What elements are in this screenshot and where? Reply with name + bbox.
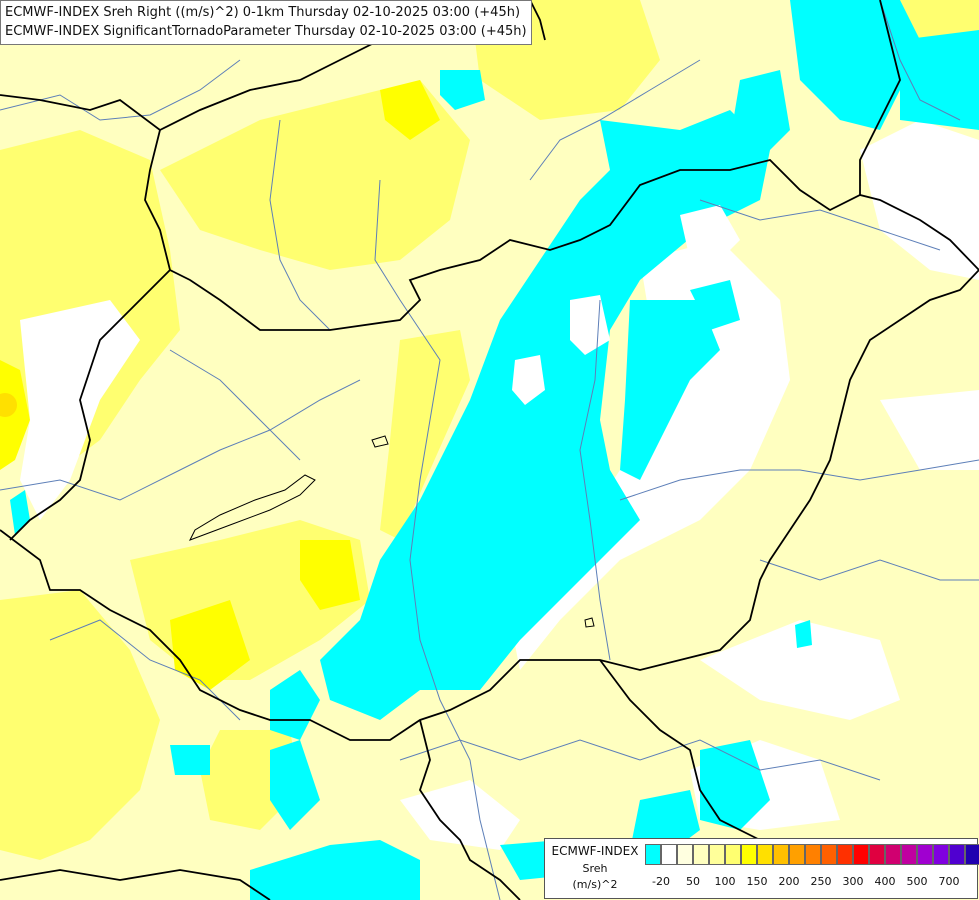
- legend-variable: Sreh: [582, 862, 608, 875]
- legend-unit: (m/s)^2: [572, 878, 618, 891]
- legend-swatch: [805, 844, 821, 865]
- legend-swatch: [725, 844, 741, 865]
- legend-swatch: [869, 844, 885, 865]
- legend-tick-label: 100: [714, 875, 736, 888]
- legend-swatch: [965, 844, 979, 865]
- legend-swatch: [837, 844, 853, 865]
- legend-swatch: [901, 844, 917, 865]
- map-title-box: ECMWF-INDEX Sreh Right ((m/s)^2) 0-1km T…: [0, 0, 532, 45]
- legend-swatch: [885, 844, 901, 865]
- legend-swatch: [789, 844, 805, 865]
- legend-swatch: [741, 844, 757, 865]
- legend-tick-label: 150: [746, 875, 768, 888]
- legend-ticks: -20 50 100 150 200 250 300 400 500 700: [645, 875, 975, 891]
- legend-swatch: [693, 844, 709, 865]
- legend-swatch: [917, 844, 933, 865]
- white-islands: [512, 205, 740, 405]
- orange-spot: [0, 393, 17, 417]
- bright-yellow-fields: [0, 80, 440, 690]
- legend-tick-label: 500: [906, 875, 928, 888]
- legend-swatch: [757, 844, 773, 865]
- lakes: [188, 435, 595, 628]
- legend-swatch: [661, 844, 677, 865]
- legend-tick-label: 50: [686, 875, 700, 888]
- legend-swatch: [853, 844, 869, 865]
- color-legend: ECMWF-INDEX Sreh (m/s)^2 -20 50 100 150 200 2…: [544, 838, 979, 899]
- legend-swatch: [821, 844, 837, 865]
- legend-tick-label: 300: [842, 875, 864, 888]
- title-line-1: ECMWF-INDEX Sreh Right ((m/s)^2) 0-1km T…: [5, 5, 521, 20]
- legend-swatch: [709, 844, 725, 865]
- legend-swatches: [645, 844, 979, 865]
- legend-tick-label: 200: [778, 875, 800, 888]
- legend-swatch: [773, 844, 789, 865]
- title-line-2: ECMWF-INDEX SignificantTornadoParameter …: [5, 24, 527, 39]
- legend-tick-label: 400: [874, 875, 896, 888]
- legend-swatch: [645, 844, 661, 865]
- legend-tick-label: -20: [652, 875, 670, 888]
- legend-tick-label: 700: [938, 875, 960, 888]
- legend-swatch: [677, 844, 693, 865]
- legend-tick-label: 250: [810, 875, 832, 888]
- legend-swatch: [949, 844, 965, 865]
- legend-swatch: [933, 844, 949, 865]
- legend-source: ECMWF-INDEX: [551, 844, 639, 858]
